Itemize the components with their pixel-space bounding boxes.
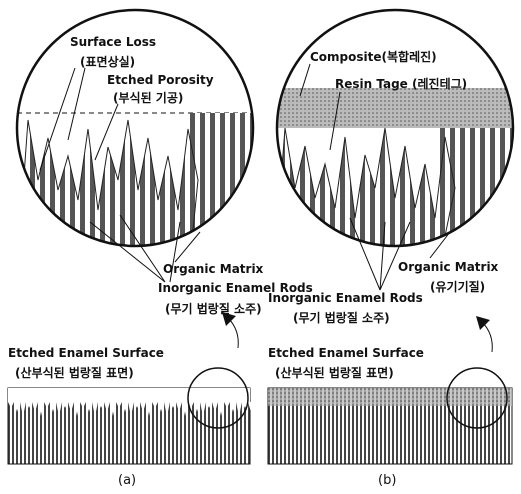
label: (산부식된 법랑질 표면) (275, 365, 394, 380)
leader (95, 104, 118, 160)
panel-b-zoom (270, 88, 520, 260)
label: Resin Tage (레진테그) (335, 76, 467, 91)
label: (무기 법랑질 소주) (293, 310, 390, 325)
rod-shape (18, 120, 198, 260)
label: (무기 법랑질 소주) (165, 301, 262, 316)
arrow (228, 318, 238, 348)
caption: (a) (118, 473, 136, 488)
arrow (482, 322, 492, 352)
label: Surface Loss (70, 35, 156, 49)
surface-loss-band (8, 388, 250, 402)
label: (산부식된 법랑질 표면) (15, 365, 134, 380)
label: (표면상실) (80, 54, 135, 69)
label: Organic Matrix (398, 260, 499, 274)
label: Composite(복합레진) (310, 49, 437, 64)
label: Inorganic Enamel Rods (268, 291, 423, 305)
caption: (b) (378, 473, 396, 488)
diagram: Surface Loss (표면상실) Etched Porosity (부식된… (0, 0, 521, 494)
panel-a-zoom (17, 113, 260, 260)
label: (유기기질) (430, 279, 485, 294)
arrow-head (476, 316, 490, 330)
label: Etched Enamel Surface (268, 346, 424, 360)
label: Organic Matrix (163, 262, 264, 276)
label: (부식된 기공) (113, 90, 183, 105)
resin-band (268, 388, 512, 406)
label: Etched Enamel Surface (8, 346, 164, 360)
label: Etched Porosity (107, 73, 214, 87)
